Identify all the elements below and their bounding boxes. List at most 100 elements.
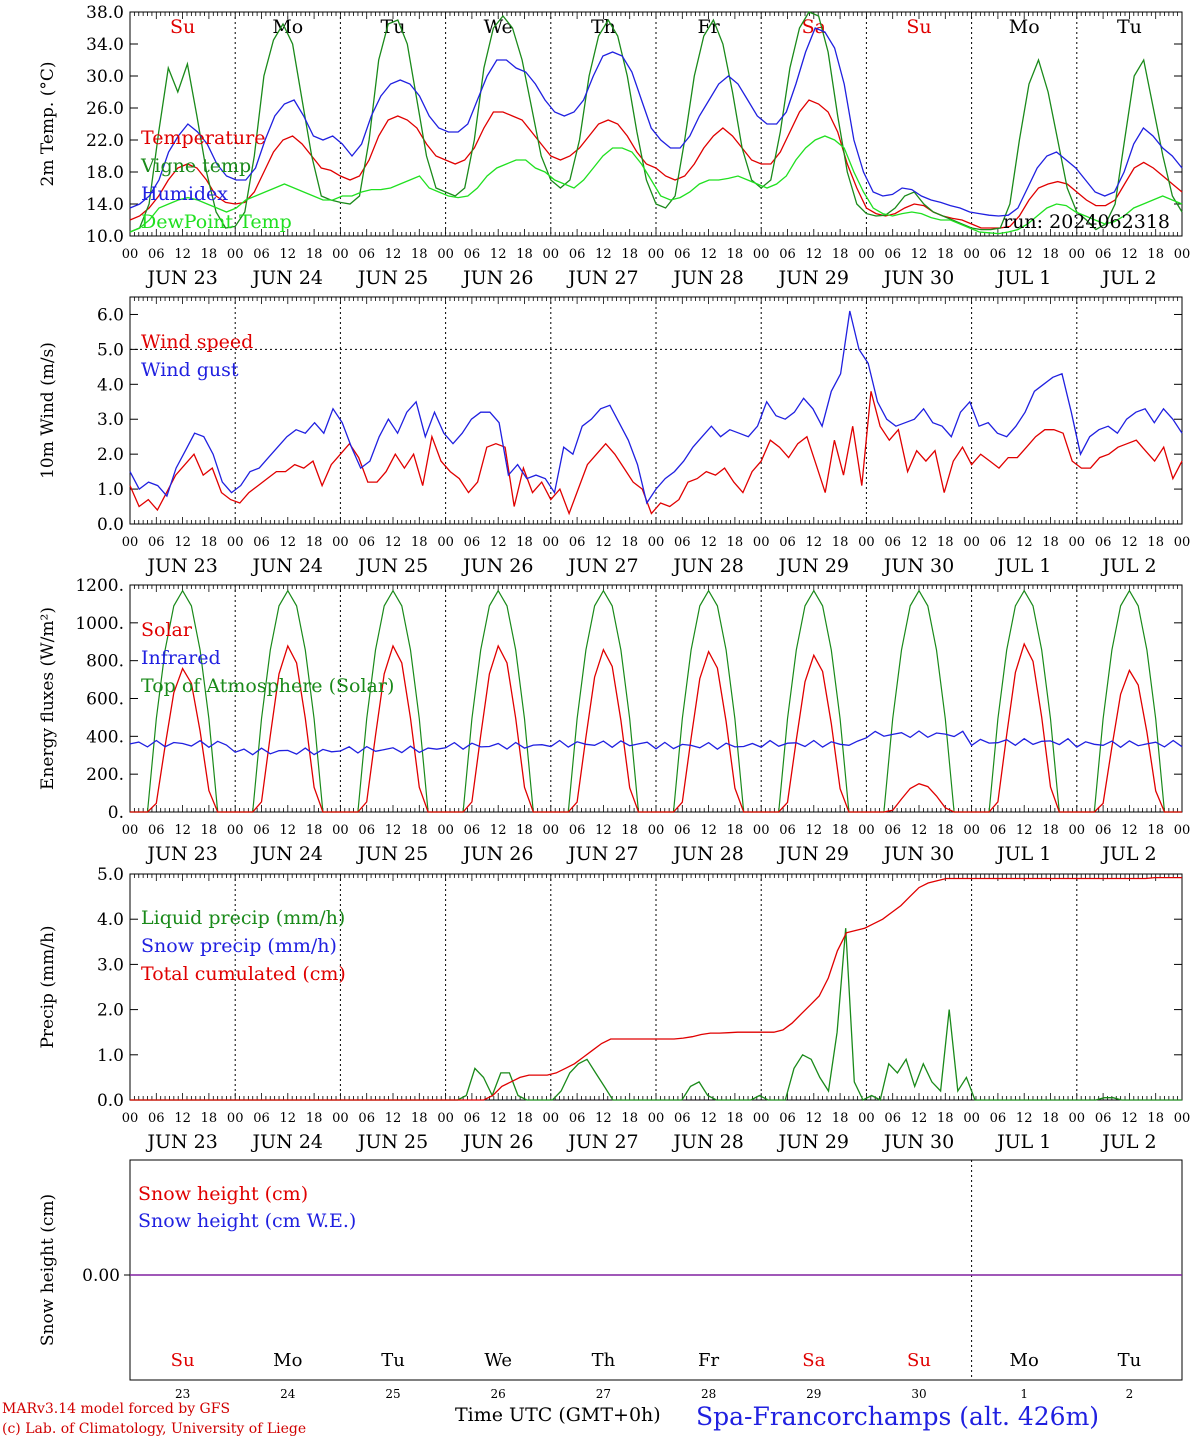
hour-tick-label: 12: [385, 823, 402, 838]
hour-tick-label: 12: [700, 247, 717, 262]
hour-tick-label: 00: [648, 247, 665, 262]
hour-tick-label: 12: [490, 535, 507, 550]
day-name-label: Mo: [1009, 16, 1040, 38]
hour-tick-label: 12: [595, 1111, 612, 1126]
hour-tick-label: 18: [937, 1111, 954, 1126]
hour-tick-label: 00: [122, 247, 139, 262]
hour-tick-label: 12: [1016, 247, 1033, 262]
hour-tick-label: 00: [858, 247, 875, 262]
hour-tick-label: 06: [148, 1111, 165, 1126]
y-axis-label-precip: Precip (mm/h): [38, 925, 58, 1048]
hour-tick-label: 18: [937, 535, 954, 550]
legend-dewpoint-temp: DewPoint Temp: [141, 211, 292, 233]
date-label: JUL 2: [1100, 555, 1156, 577]
hour-tick-label: 12: [700, 1111, 717, 1126]
hour-tick-label: 06: [990, 823, 1007, 838]
hour-tick-label: 06: [148, 247, 165, 262]
hour-ticks: [129, 297, 1183, 524]
series-line-wind-gust: [129, 310, 1183, 505]
day-name-label: Su: [906, 16, 931, 38]
hour-tick-label: 12: [911, 1111, 928, 1126]
y-tick-label: 18.0: [86, 163, 124, 183]
y-tick-label: 26.0: [86, 99, 124, 119]
y-tick-label: 34.0: [86, 35, 124, 55]
hour-tick-label: 06: [779, 823, 796, 838]
hour-tick-label: 00: [1069, 1111, 1086, 1126]
y-tick-label: 4.0: [97, 910, 124, 930]
hour-tick-label: 12: [1121, 1111, 1138, 1126]
day-name-label: Tu: [1117, 16, 1142, 38]
y-axis-label-snow: Snow height (cm): [38, 1194, 58, 1346]
hour-tick-label: 00: [1069, 823, 1086, 838]
hour-tick-label: 12: [700, 535, 717, 550]
legend-top-of-atmosphere-solar-: Top of Atmosphere (Solar): [141, 675, 394, 697]
hour-tick-label: 00: [227, 247, 244, 262]
y-tick-label: 200.: [86, 765, 124, 785]
hour-tick-label: 18: [516, 1111, 533, 1126]
date-label: JUN 26: [461, 555, 533, 577]
hour-tick-label: 12: [806, 535, 823, 550]
hour-tick-label: 00: [437, 535, 454, 550]
date-label: JUN 30: [882, 1131, 954, 1153]
hour-tick-label: 06: [569, 535, 586, 550]
y-tick-label: 3.0: [97, 955, 124, 975]
date-label: JUL 1: [995, 1131, 1051, 1153]
hour-tick-label: 00: [543, 535, 560, 550]
hour-tick-label: 18: [1147, 823, 1164, 838]
station-name: Spa-Francorchamps (alt. 426m): [696, 1402, 1100, 1431]
hour-tick-label: 00: [227, 1111, 244, 1126]
day-number-label: 24: [280, 1387, 296, 1401]
date-label: JUN 26: [461, 267, 533, 289]
date-label: JUN 27: [566, 267, 638, 289]
hour-tick-label: 00: [963, 247, 980, 262]
date-label: JUN 24: [251, 1131, 323, 1153]
day-name-label: We: [484, 1350, 512, 1371]
hour-tick-label: 12: [595, 535, 612, 550]
date-label: JUN 25: [356, 267, 428, 289]
hour-tick-label: 00: [963, 1111, 980, 1126]
hour-tick-label: 06: [1095, 247, 1112, 262]
y-tick-label: 800.: [86, 652, 124, 672]
day-name-label: Tu: [1118, 1350, 1142, 1371]
series-line-temperature: [129, 99, 1183, 229]
hour-tick-label: 12: [911, 535, 928, 550]
hour-tick-label: 06: [358, 1111, 375, 1126]
hour-tick-label: 12: [280, 247, 297, 262]
hour-tick-label: 00: [122, 1111, 139, 1126]
date-label: JUN 25: [356, 843, 428, 865]
hour-tick-label: 18: [727, 535, 744, 550]
hour-tick-label: 06: [884, 823, 901, 838]
day-number-label: 26: [491, 1387, 506, 1401]
legend-solar: Solar: [141, 619, 193, 641]
day-name-label: We: [484, 16, 513, 38]
y-tick-label: 5.0: [97, 340, 124, 360]
hour-tick-label: 06: [148, 535, 165, 550]
day-name-label: Th: [592, 1350, 616, 1371]
legend-snow-height-cm-w-e-: Snow height (cm W.E.): [138, 1210, 356, 1232]
hour-tick-label: 06: [464, 1111, 481, 1126]
date-label: JUN 30: [882, 267, 954, 289]
hour-tick-label: 00: [753, 247, 770, 262]
date-label: JUN 27: [566, 1131, 638, 1153]
y-tick-label: 600.: [86, 690, 124, 710]
date-label: JUL 2: [1100, 843, 1156, 865]
hour-tick-label: 12: [1016, 823, 1033, 838]
hour-tick-label: 12: [280, 535, 297, 550]
date-label: JUN 27: [566, 843, 638, 865]
hour-tick-label: 00: [332, 823, 349, 838]
hour-tick-label: 06: [990, 1111, 1007, 1126]
hour-tick-label: 00: [1069, 247, 1086, 262]
hour-tick-label: 06: [358, 823, 375, 838]
y-tick-label: 2.0: [97, 1001, 124, 1021]
date-label: JUN 29: [777, 555, 849, 577]
series-line-dewpoint-temp: [129, 135, 1183, 235]
legend-total-cumulated-cm-: Total cumulated (cm): [141, 963, 346, 985]
y-axis-label-temperature: 2m Temp. (°C): [38, 61, 58, 186]
day-number-label: 30: [911, 1387, 926, 1401]
date-label: JUN 23: [145, 843, 217, 865]
day-number-label: 27: [596, 1387, 611, 1401]
hour-tick-label: 00: [437, 1111, 454, 1126]
hour-tick-label: 06: [779, 247, 796, 262]
hour-tick-label: 06: [674, 247, 691, 262]
